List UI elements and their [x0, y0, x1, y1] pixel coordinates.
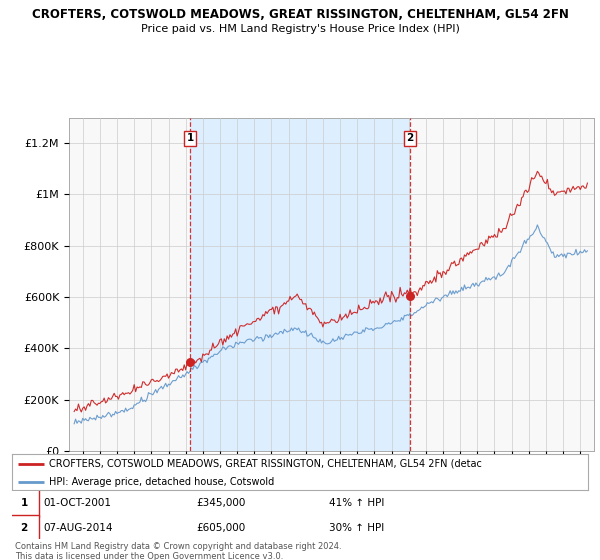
Text: 1: 1 [187, 133, 194, 143]
Text: CROFTERS, COTSWOLD MEADOWS, GREAT RISSINGTON, CHELTENHAM, GL54 2FN: CROFTERS, COTSWOLD MEADOWS, GREAT RISSIN… [32, 8, 568, 21]
Point [185, 358, 195, 367]
Text: £605,000: £605,000 [196, 523, 245, 533]
Text: 07-AUG-2014: 07-AUG-2014 [44, 523, 113, 533]
Text: 41% ↑ HPI: 41% ↑ HPI [329, 498, 384, 508]
Text: £345,000: £345,000 [196, 498, 245, 508]
Text: 30% ↑ HPI: 30% ↑ HPI [329, 523, 384, 533]
FancyBboxPatch shape [9, 515, 39, 542]
Text: CROFTERS, COTSWOLD MEADOWS, GREAT RISSINGTON, CHELTENHAM, GL54 2FN (detac: CROFTERS, COTSWOLD MEADOWS, GREAT RISSIN… [49, 459, 482, 469]
Text: Price paid vs. HM Land Registry's House Price Index (HPI): Price paid vs. HM Land Registry's House … [140, 24, 460, 34]
Text: HPI: Average price, detached house, Cotswold: HPI: Average price, detached house, Cots… [49, 477, 275, 487]
Text: Contains HM Land Registry data © Crown copyright and database right 2024.
This d: Contains HM Land Registry data © Crown c… [15, 542, 341, 560]
Text: 01-OCT-2001: 01-OCT-2001 [44, 498, 112, 508]
Text: 2: 2 [406, 133, 414, 143]
Bar [190, 118, 410, 451]
Text: 1: 1 [20, 498, 28, 508]
Text: 2: 2 [20, 523, 28, 533]
Point [405, 291, 415, 300]
FancyBboxPatch shape [9, 489, 39, 516]
